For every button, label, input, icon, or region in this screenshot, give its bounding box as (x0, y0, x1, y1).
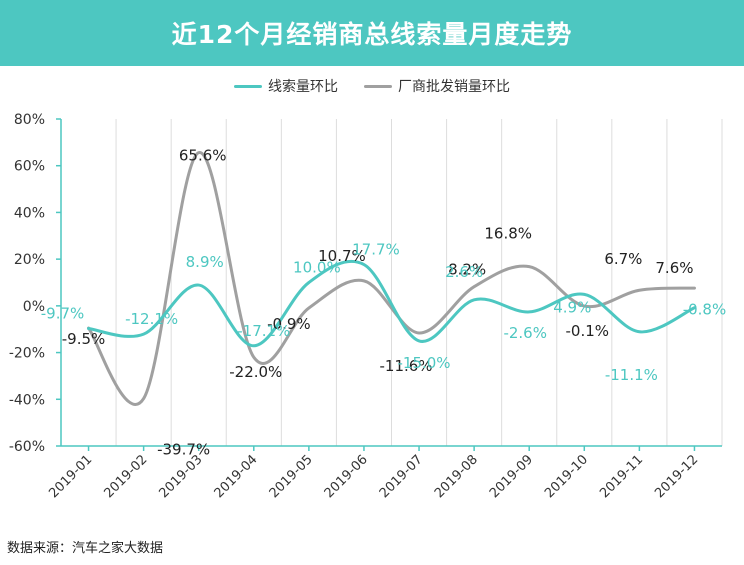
data-label-leads: -12.1% (125, 310, 178, 328)
data-label-leads: -9.7% (41, 305, 85, 323)
y-tick-label: 0% (23, 299, 45, 315)
legend-label-leads: 线索量环比 (268, 79, 338, 95)
legend-item-leads: 线索量环比 (234, 76, 338, 96)
legend-item-wholesale: 厂商批发销量环比 (364, 76, 510, 96)
y-tick-label: 60% (14, 159, 45, 175)
x-tick-label: 2019-05 (267, 452, 316, 501)
data-label-wholesale: 10.7% (318, 247, 366, 265)
data-label-leads: 17.7% (352, 241, 400, 259)
data-label-wholesale: 6.7% (604, 250, 642, 268)
y-tick-label: 40% (14, 205, 45, 221)
data-label-leads: -2.6% (503, 324, 547, 342)
x-tick-label: 2019-02 (101, 452, 150, 501)
data-label-wholesale: -0.9% (267, 315, 311, 333)
data-label-leads: -17.1% (237, 322, 290, 340)
data-label-leads: 10.0% (293, 259, 341, 277)
x-tick-label: 2019-12 (652, 452, 701, 501)
y-tick-label: 80% (14, 112, 45, 128)
legend-label-wholesale: 厂商批发销量环比 (398, 79, 510, 95)
data-label-leads: 4.9% (553, 298, 591, 316)
data-label-leads: 2.6% (445, 263, 483, 281)
y-tick-label: -60% (9, 439, 45, 455)
chart-title: 近12个月经销商总线索量月度走势 (171, 20, 573, 49)
data-label-wholesale: -0.1% (566, 322, 610, 340)
data-label-wholesale: 16.8% (484, 225, 532, 243)
x-tick-label: 2019-10 (542, 452, 591, 501)
x-tick-label: 2019-09 (487, 452, 536, 501)
data-label-wholesale: 7.6% (655, 259, 693, 277)
x-tick-label: 2019-04 (212, 452, 261, 501)
legend-swatch-wholesale (364, 84, 392, 88)
data-label-leads: 8.9% (186, 253, 224, 271)
data-label-wholesale: 65.6% (179, 147, 227, 165)
x-tick-label: 2019-07 (377, 452, 426, 501)
data-label-wholesale: -11.6% (380, 357, 433, 375)
x-tick-label: 2019-01 (46, 452, 95, 501)
data-source: 数据来源：汽车之家大数据 (7, 541, 164, 556)
legend-swatch-leads (234, 84, 262, 88)
x-tick-label: 2019-03 (157, 452, 206, 501)
legend: 线索量环比 厂商批发销量环比 (0, 76, 744, 96)
x-tick-label: 2019-06 (322, 452, 371, 501)
data-label-wholesale: -22.0% (229, 363, 282, 381)
series-leads-line (87, 259, 696, 348)
data-label-leads: -0.8% (683, 301, 727, 319)
y-tick-label: -20% (9, 346, 45, 362)
data-label-wholesale: -39.7% (157, 441, 210, 459)
y-tick-label: -40% (9, 392, 45, 408)
title-banner: 近12个月经销商总线索量月度走势 (0, 0, 744, 66)
y-tick-label: 20% (14, 252, 45, 268)
x-tick-label: 2019-11 (597, 452, 646, 501)
series-wholesale-line (87, 151, 696, 406)
data-label-leads: -11.1% (605, 366, 658, 384)
data-label-wholesale: -9.5% (62, 330, 106, 348)
data-label-wholesale: 8.2% (448, 261, 486, 279)
x-tick-label: 2019-08 (432, 452, 481, 501)
data-label-leads: -15.0% (398, 354, 451, 372)
